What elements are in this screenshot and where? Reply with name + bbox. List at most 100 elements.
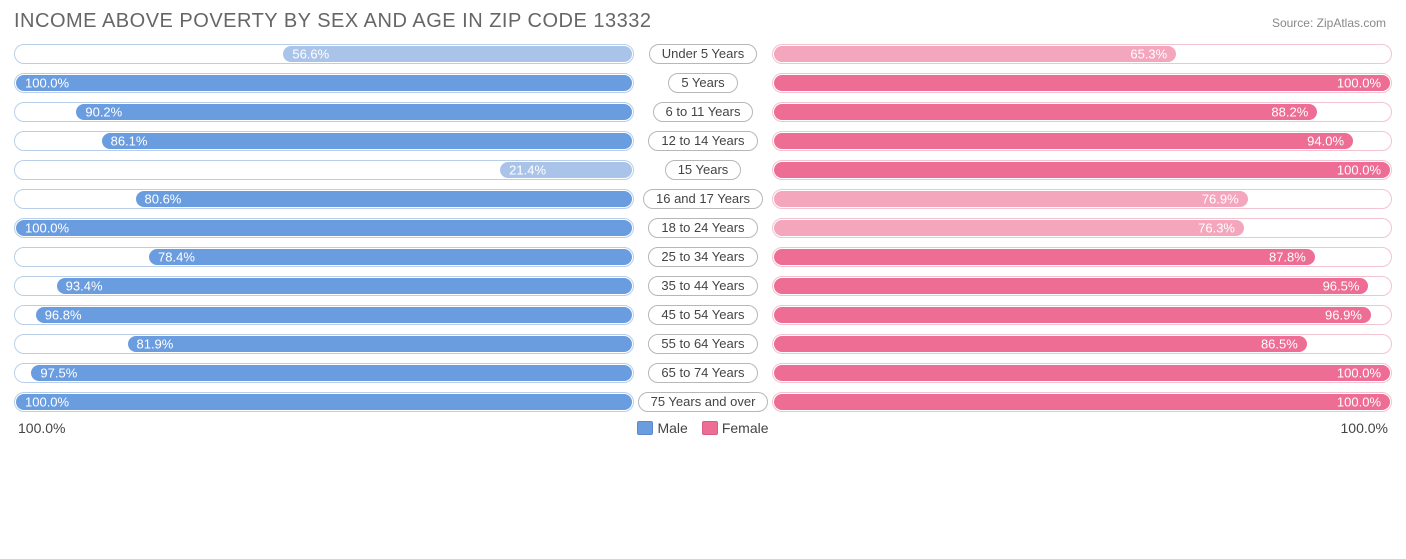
chart-row: 100.0%75 Years and over100.0% <box>14 391 1392 413</box>
male-track: 56.6% <box>14 44 634 64</box>
chart-row: 78.4%25 to 34 Years87.8% <box>14 246 1392 268</box>
male-bar <box>102 133 632 149</box>
male-bar <box>57 278 632 294</box>
chart-row: 56.6%Under 5 Years65.3% <box>14 43 1392 65</box>
male-track: 81.9% <box>14 334 634 354</box>
female-half: 100.0% <box>772 363 1392 383</box>
male-bar <box>31 365 632 381</box>
male-half: 56.6% <box>14 44 634 64</box>
chart-row: 97.5%65 to 74 Years100.0% <box>14 362 1392 384</box>
legend-female: Female <box>702 420 769 436</box>
male-track: 96.8% <box>14 305 634 325</box>
female-half: 87.8% <box>772 247 1392 267</box>
male-track: 86.1% <box>14 131 634 151</box>
female-bar <box>774 394 1390 410</box>
header: INCOME ABOVE POVERTY BY SEX AND AGE IN Z… <box>14 10 1392 33</box>
female-bar <box>774 307 1371 323</box>
legend-male: Male <box>637 420 687 436</box>
chart-row: 96.8%45 to 54 Years96.9% <box>14 304 1392 326</box>
chart-row: 100.0%5 Years100.0% <box>14 72 1392 94</box>
female-bar <box>774 104 1317 120</box>
female-bar <box>774 365 1390 381</box>
female-half: 65.3% <box>772 44 1392 64</box>
female-half: 96.5% <box>772 276 1392 296</box>
legend-male-label: Male <box>657 420 687 436</box>
male-swatch <box>637 421 653 435</box>
female-track: 100.0% <box>772 160 1392 180</box>
axis-right-label: 100.0% <box>772 420 1392 436</box>
category-label: 55 to 64 Years <box>634 334 772 354</box>
female-track: 65.3% <box>772 44 1392 64</box>
axis-left-label: 100.0% <box>14 420 634 436</box>
category-label: Under 5 Years <box>634 44 772 64</box>
male-half: 96.8% <box>14 305 634 325</box>
male-half: 21.4% <box>14 160 634 180</box>
female-bar <box>774 133 1353 149</box>
female-bar <box>774 162 1390 178</box>
male-track: 80.6% <box>14 189 634 209</box>
female-track: 94.0% <box>772 131 1392 151</box>
chart-row: 81.9%55 to 64 Years86.5% <box>14 333 1392 355</box>
category-label: 12 to 14 Years <box>634 131 772 151</box>
male-bar <box>16 394 632 410</box>
female-bar <box>774 75 1390 91</box>
male-bar <box>136 191 632 207</box>
category-label: 75 Years and over <box>634 392 772 412</box>
female-bar <box>774 46 1176 62</box>
female-track: 76.9% <box>772 189 1392 209</box>
category-label: 65 to 74 Years <box>634 363 772 383</box>
male-track: 100.0% <box>14 392 634 412</box>
chart-row: 100.0%18 to 24 Years76.3% <box>14 217 1392 239</box>
female-track: 87.8% <box>772 247 1392 267</box>
female-bar <box>774 220 1244 236</box>
chart-row: 80.6%16 and 17 Years76.9% <box>14 188 1392 210</box>
chart-row: 21.4%15 Years100.0% <box>14 159 1392 181</box>
male-bar <box>128 336 633 352</box>
female-half: 94.0% <box>772 131 1392 151</box>
male-track: 78.4% <box>14 247 634 267</box>
female-half: 88.2% <box>772 102 1392 122</box>
male-bar <box>149 249 632 265</box>
male-track: 93.4% <box>14 276 634 296</box>
male-track: 21.4% <box>14 160 634 180</box>
female-bar <box>774 278 1368 294</box>
male-half: 78.4% <box>14 247 634 267</box>
category-label: 45 to 54 Years <box>634 305 772 325</box>
male-bar <box>16 220 632 236</box>
chart-row: 86.1%12 to 14 Years94.0% <box>14 130 1392 152</box>
male-half: 90.2% <box>14 102 634 122</box>
female-track: 100.0% <box>772 73 1392 93</box>
male-half: 80.6% <box>14 189 634 209</box>
male-half: 100.0% <box>14 392 634 412</box>
legend-female-label: Female <box>722 420 769 436</box>
diverging-bar-chart: INCOME ABOVE POVERTY BY SEX AND AGE IN Z… <box>0 0 1406 446</box>
male-half: 100.0% <box>14 73 634 93</box>
chart-rows: 56.6%Under 5 Years65.3%100.0%5 Years100.… <box>14 43 1392 413</box>
chart-source: Source: ZipAtlas.com <box>1272 16 1392 30</box>
male-half: 93.4% <box>14 276 634 296</box>
chart-row: 90.2%6 to 11 Years88.2% <box>14 101 1392 123</box>
legend: Male Female <box>634 420 772 436</box>
female-half: 76.9% <box>772 189 1392 209</box>
male-track: 100.0% <box>14 73 634 93</box>
category-label: 5 Years <box>634 73 772 93</box>
male-bar <box>36 307 632 323</box>
male-track: 97.5% <box>14 363 634 383</box>
female-half: 86.5% <box>772 334 1392 354</box>
male-bar <box>16 75 632 91</box>
male-track: 90.2% <box>14 102 634 122</box>
female-track: 96.5% <box>772 276 1392 296</box>
male-half: 100.0% <box>14 218 634 238</box>
female-bar <box>774 336 1307 352</box>
category-label: 6 to 11 Years <box>634 102 772 122</box>
female-half: 100.0% <box>772 392 1392 412</box>
male-bar <box>500 162 632 178</box>
chart-row: 93.4%35 to 44 Years96.5% <box>14 275 1392 297</box>
female-track: 96.9% <box>772 305 1392 325</box>
chart-footer: 100.0% Male Female 100.0% <box>14 420 1392 436</box>
female-half: 100.0% <box>772 73 1392 93</box>
category-label: 18 to 24 Years <box>634 218 772 238</box>
female-swatch <box>702 421 718 435</box>
category-label: 35 to 44 Years <box>634 276 772 296</box>
female-half: 100.0% <box>772 160 1392 180</box>
